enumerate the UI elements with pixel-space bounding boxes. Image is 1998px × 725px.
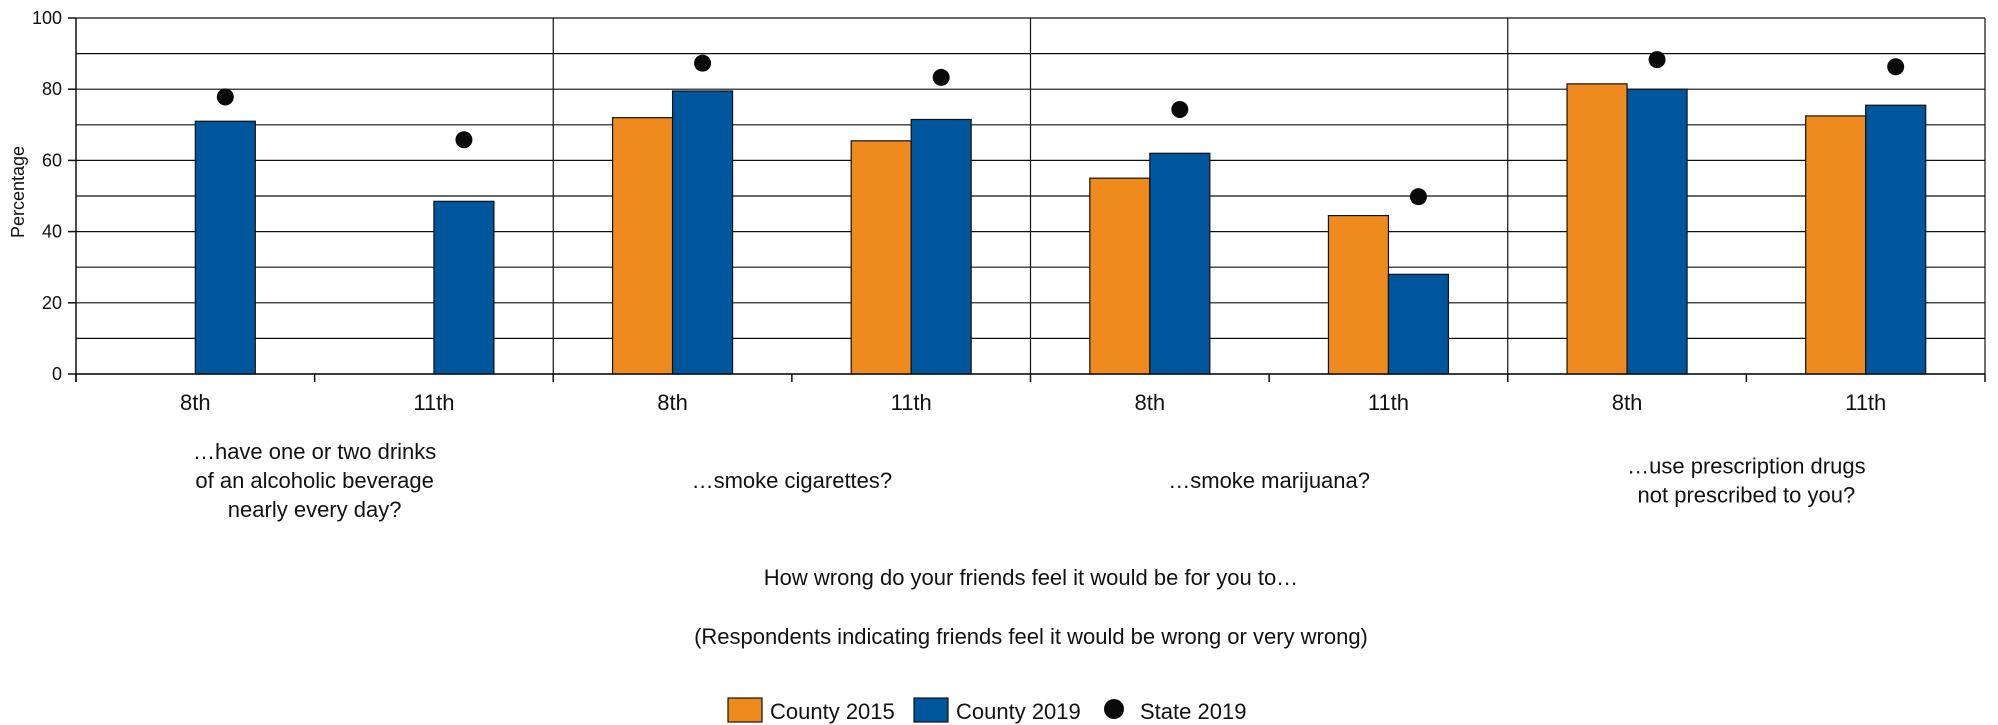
y-axis-label: Percentage (8, 146, 28, 238)
bar-county-2019 (911, 119, 971, 374)
bar-county-2015 (1806, 116, 1866, 374)
bar-county-2015 (851, 141, 911, 374)
group-label: …smoke cigarettes? (692, 468, 893, 493)
bar-county-2019 (434, 201, 494, 374)
legend-swatch-county-2015 (728, 698, 762, 722)
legend-swatch-county-2019 (914, 698, 948, 722)
x-category-label: 8th (1612, 390, 1643, 415)
bar-county-2015 (1328, 216, 1388, 374)
bar-county-2019 (1627, 89, 1687, 374)
y-tick-label: 100 (32, 8, 62, 28)
group-label: …have one or two drinks of an alcoholic b… (193, 439, 436, 522)
bar-county-2015 (1090, 178, 1150, 374)
legend-label: State 2019 (1140, 699, 1246, 724)
group-label-line: …have one or two drinks (193, 439, 436, 464)
x-category-label: 8th (1135, 390, 1166, 415)
legend: County 2015 County 2019 State 2019 (728, 698, 1246, 724)
bar-county-2019 (195, 121, 255, 374)
y-tick-label: 0 (52, 364, 62, 384)
y-tick-label: 60 (42, 150, 62, 170)
group-label-line: of an alcoholic beverage (195, 468, 434, 493)
marker-state-2019 (1171, 101, 1188, 118)
x-category-label: 11th (413, 390, 454, 415)
chart-caption: How wrong do your friends feel it would … (764, 565, 1298, 590)
marker-state-2019 (1887, 58, 1904, 75)
bar-county-2019 (673, 91, 733, 374)
y-tick-label: 20 (42, 293, 62, 313)
x-category-label: 11th (1845, 390, 1886, 415)
marker-state-2019 (1410, 188, 1427, 205)
marker-state-2019 (694, 55, 711, 72)
y-tick-label: 40 (42, 222, 62, 242)
bar-county-2015 (613, 118, 673, 374)
legend-label: County 2019 (956, 699, 1081, 724)
axis-labels: 8th 11th …have one or two drinks of an alco… (180, 390, 1886, 522)
x-category-label: 11th (1368, 390, 1409, 415)
group-label: …use prescription drugs not prescribed to… (1627, 454, 1865, 508)
group-label-line: …smoke marijuana? (1168, 468, 1370, 493)
gridlines (76, 18, 1985, 374)
x-category-label: 8th (657, 390, 688, 415)
bar-county-2019 (1388, 274, 1448, 374)
chart-subcaption: (Respondents indicating friends feel it … (694, 624, 1368, 649)
group-label: …smoke marijuana? (1168, 468, 1370, 493)
x-category-label: 11th (891, 390, 932, 415)
bar-county-2015 (1567, 84, 1627, 374)
legend-label: County 2015 (770, 699, 895, 724)
marker-state-2019 (455, 131, 472, 148)
bars (195, 84, 1925, 374)
bar-county-2019 (1866, 105, 1926, 374)
marker-state-2019 (933, 69, 950, 86)
group-label-line: nearly every day? (228, 497, 402, 522)
bar-county-2019 (1150, 153, 1210, 374)
group-label-line: …smoke cigarettes? (692, 468, 893, 493)
legend-swatch-state-2019 (1104, 699, 1124, 719)
group-label-line: …use prescription drugs (1627, 454, 1865, 479)
group-label-line: not prescribed to you? (1638, 483, 1856, 508)
y-tick-label: 80 (42, 79, 62, 99)
marker-state-2019 (217, 89, 234, 106)
x-category-label: 8th (180, 390, 211, 415)
marker-state-2019 (1649, 51, 1666, 68)
